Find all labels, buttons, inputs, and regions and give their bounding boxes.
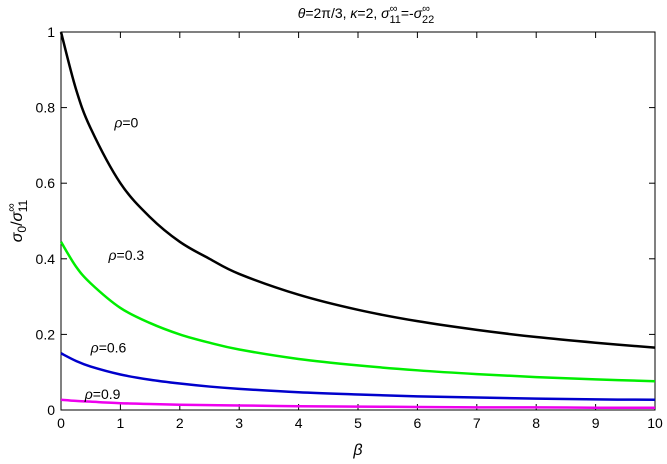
series-line-0: [59, 31, 656, 349]
x-tick-label: 5: [354, 415, 362, 431]
ylabel-slash: /: [9, 221, 26, 226]
x-tick-label: 0: [57, 415, 65, 431]
title-sup2: ∞: [422, 3, 430, 15]
x-tick-label: 1: [117, 415, 125, 431]
y-tick-label: 0: [47, 402, 55, 418]
series-line-3: [60, 398, 656, 410]
ylabel-sub0: 0: [15, 226, 29, 233]
ylabel-sub11: 11: [16, 199, 30, 212]
title-kappa: κ: [350, 5, 358, 21]
series-label-1: ρ=0.3: [108, 247, 145, 263]
x-tick-label: 4: [295, 415, 303, 431]
series-group: ρ=0 ρ=0.3 ρ=0.6 ρ=0.9: [59, 31, 656, 410]
x-tick-label: 6: [414, 415, 422, 431]
y-tick-label: 0.8: [36, 100, 56, 116]
plot-frame: [60, 31, 656, 411]
series-label-2: ρ=0.6: [90, 340, 127, 356]
x-tick-label: 9: [592, 415, 600, 431]
title-sigma2: σ: [414, 5, 423, 21]
x-axis-ticks: 0 1 2 3 4 5 6 7 8 9 10: [57, 32, 663, 431]
chart-title: θ=2π/3, κ=2, σ∞ 11=-σ∞ 22: [298, 3, 435, 26]
y-tick-label: 0.6: [36, 175, 56, 191]
title-kappa-eq: =2,: [357, 5, 381, 21]
x-tick-label: 2: [176, 415, 184, 431]
ylabel-sigma: σ: [9, 231, 26, 242]
series-line-2: [60, 352, 656, 402]
y-tick-label: 0.2: [36, 326, 56, 342]
title-theta: θ: [298, 5, 306, 21]
y-axis-ticks: 0 0.2 0.4 0.6 0.8 1: [36, 24, 655, 418]
title-sup1: ∞: [390, 3, 398, 15]
series-label-0: ρ=0: [113, 115, 138, 131]
series-line-1: [59, 241, 656, 383]
title-sub1: 11: [389, 14, 400, 26]
x-axis-label: β: [352, 442, 362, 459]
x-tick-label: 3: [235, 415, 243, 431]
title-sub2: 22: [422, 14, 434, 26]
y-tick-label: 1: [47, 24, 55, 40]
x-tick-label: 7: [473, 415, 481, 431]
x-tick-label: 10: [647, 415, 663, 431]
title-sigma1: σ: [381, 5, 390, 21]
ylabel-sup: ∞: [4, 203, 18, 212]
title-eq: =-: [401, 5, 414, 21]
ylabel-sigma2: σ: [9, 210, 26, 221]
x-tick-label: 8: [532, 415, 540, 431]
y-tick-label: 0.4: [36, 251, 56, 267]
series-label-3: ρ=0.9: [84, 386, 121, 402]
y-axis-label: σ0/σ∞11: [4, 199, 30, 242]
title-theta-eq: =2π/3,: [305, 5, 350, 21]
